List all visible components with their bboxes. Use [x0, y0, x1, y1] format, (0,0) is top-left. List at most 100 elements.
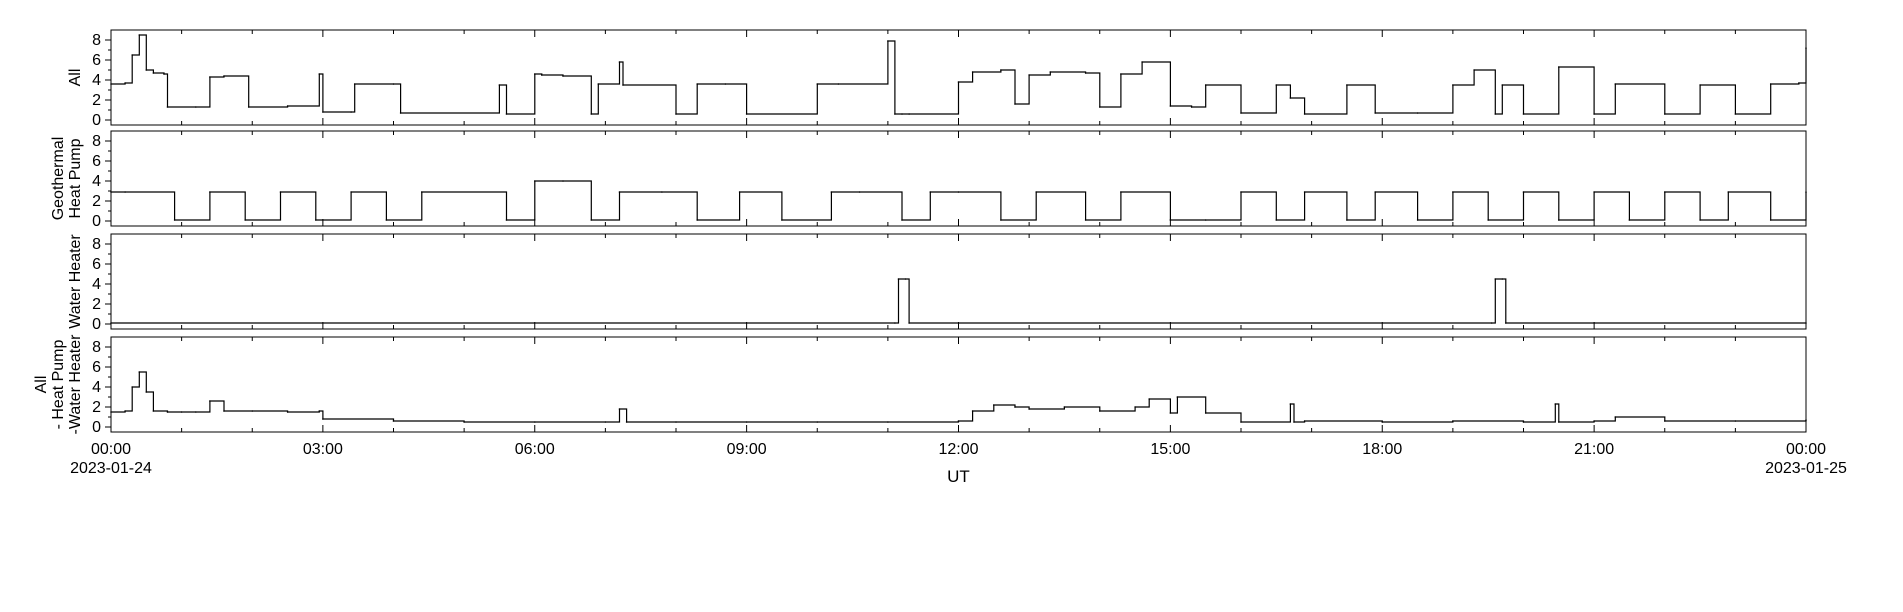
- panel-3-series-0-point-23: [816, 421, 819, 423]
- panel-3-series-0-point-6: [166, 411, 169, 413]
- xtick-label-8: 00:00: [1786, 441, 1826, 458]
- panel-1-series-0-point-16: [696, 219, 698, 221]
- panel-0-series-0-point-42: [1028, 74, 1030, 76]
- panel-3-series-0-point-39: [1293, 421, 1295, 423]
- panel-1-series-0-point-3: [209, 191, 211, 193]
- panel-3-series-0-point-46: [1593, 420, 1595, 422]
- panel-3-ytick-label-3: 6: [92, 359, 101, 376]
- panel-0-series-0-point-53: [1289, 97, 1292, 99]
- panel-3-ylabel-line-1: - Heat Pump: [50, 339, 67, 429]
- panel-3-series-0-point-41: [1381, 421, 1384, 423]
- panel-0-series-0-point-49: [1190, 106, 1193, 108]
- panel-3-series-0-point-30: [1063, 406, 1066, 408]
- panel-1-series-0-point-41: [1628, 219, 1631, 221]
- panel-3-series-0-point-34: [1169, 412, 1172, 414]
- panel-0-series-0-point-57: [1416, 112, 1419, 114]
- panel-1-series-0-point-42: [1664, 191, 1666, 193]
- panel-0-series-0-point-1: [124, 82, 126, 84]
- panel-1-series-0-point-26: [1084, 219, 1087, 221]
- panel-1-series-0-point-6: [315, 219, 317, 221]
- panel-1-series-0-point-7: [350, 191, 352, 193]
- panel-2-series-0-point-3: [904, 278, 907, 280]
- panel-1-ytick-label-0: 0: [92, 213, 101, 230]
- panel-0-series-0-point-60: [1494, 113, 1497, 115]
- panel-0-ylabel-line-0: All: [67, 69, 84, 87]
- panel-0-series-0-point-47: [1141, 61, 1143, 63]
- panel-0-series-0-point-36: [901, 113, 903, 115]
- xtick-date-0: 2023-01-24: [70, 460, 152, 477]
- panel-1-series-0-point-33: [1346, 219, 1348, 221]
- panel-0-series-0-point-27: [622, 84, 624, 86]
- panel-0-series-0-point-18: [399, 112, 402, 114]
- panel-1-ylabel-line-1: Heat Pump: [67, 138, 84, 218]
- panel-0-ytick-label-3: 6: [92, 52, 101, 69]
- panel-2-series-0-line: [111, 278, 1806, 324]
- panel-3-series-0-point-3: [138, 371, 141, 373]
- panel-3-series-0-point-49: [1734, 420, 1737, 422]
- panel-3-ytick-label-0: 0: [92, 419, 101, 436]
- panel-0-series-0-line: [111, 34, 1807, 115]
- panel-1-series-0-point-38: [1522, 191, 1525, 193]
- panel-3-series-0-point-1: [124, 410, 126, 412]
- panel-3-series-0-point-15: [392, 420, 395, 422]
- panel-0-series-0-point-39: [971, 71, 974, 73]
- panel-3-series-0-point-2: [131, 386, 133, 388]
- panel-0-series-0-point-4: [145, 69, 148, 71]
- panel-0-series-0-point-45: [1099, 106, 1101, 108]
- panel-0-series-0-point-17: [392, 83, 395, 85]
- xtick-label-0: 00:00: [91, 441, 131, 458]
- panel-0-series-0-point-9: [209, 76, 211, 78]
- panel-3-series-0-point-45: [1558, 421, 1560, 423]
- panel-3-series-0-point-21: [675, 421, 677, 423]
- panel-0-series-0-point-41: [1014, 103, 1016, 105]
- panel-1-ytick-label-4: 8: [92, 133, 101, 150]
- panel-1-series-0-point-1: [124, 191, 126, 193]
- panel-3-series-0-point-5: [152, 410, 155, 412]
- panel-3-series-0-point-50: [1805, 419, 1807, 421]
- panel-0-ytick-label-0: 0: [92, 112, 101, 129]
- panel-0-series-0-point-63: [1558, 66, 1560, 68]
- panel-0-series-0-point-30: [724, 83, 727, 85]
- panel-0-series-0-point-23: [562, 75, 564, 77]
- panel-3-series-0-point-42: [1452, 420, 1454, 422]
- panel-3-series-0-point-26: [971, 410, 974, 412]
- panel-0-series-0-point-65: [1614, 83, 1617, 85]
- panel-3-series-0-point-29: [1028, 408, 1030, 410]
- panel-2-series-0-point-0: [110, 322, 112, 324]
- panel-2-series-0-point-5: [1490, 322, 1493, 324]
- panel-2-ytick-label-1: 2: [92, 296, 101, 313]
- panel-3-series-0-point-13: [318, 410, 321, 412]
- panel-0-series-0-point-29: [696, 83, 698, 85]
- panel-3-series-0-point-35: [1176, 396, 1179, 398]
- xtick-label-5: 15:00: [1150, 441, 1190, 458]
- panel-1-series-0-line: [111, 180, 1807, 221]
- panel-3-series-0-point-25: [957, 420, 960, 422]
- panel-2-ytick-label-0: 0: [92, 316, 101, 333]
- panel-0-series-0-point-12: [286, 105, 289, 107]
- panel-0-series-0-point-16: [353, 83, 356, 85]
- panel-3-series-0-point-9: [209, 400, 211, 402]
- panel-1-ytick-label-2: 4: [92, 173, 101, 190]
- panel-1-series-0-point-9: [421, 191, 423, 193]
- panel-0-series-0-point-11: [247, 106, 250, 108]
- panel-3-series-0-point-47: [1614, 416, 1617, 418]
- panel-0-series-0-point-6: [163, 73, 165, 75]
- panel-3-frame: [110, 336, 1807, 433]
- panel-1-series-0-point-21: [901, 219, 903, 221]
- panel-1-series-0-point-17: [738, 191, 741, 193]
- panel-0-series-0-point-33: [837, 83, 840, 85]
- panel-1-series-0-point-45: [1769, 219, 1772, 221]
- panel-0-series-0-point-2: [131, 54, 133, 56]
- panel-2-series-0-point-1: [894, 322, 896, 324]
- panel-1-series-0-point-5: [279, 191, 282, 193]
- panel-1-series-0-point-32: [1303, 191, 1306, 193]
- panel-1-series-0-point-44: [1727, 191, 1730, 193]
- panel-1-series-0-point-23: [957, 191, 960, 193]
- panel-0-series-0-point-0: [110, 83, 112, 85]
- panel-0-series-0-point-34: [887, 40, 889, 42]
- panel-0-series-0-point-21: [534, 73, 536, 75]
- panel-1-series-0-point-11: [534, 180, 536, 182]
- panel-0-series-0-point-8: [195, 106, 197, 108]
